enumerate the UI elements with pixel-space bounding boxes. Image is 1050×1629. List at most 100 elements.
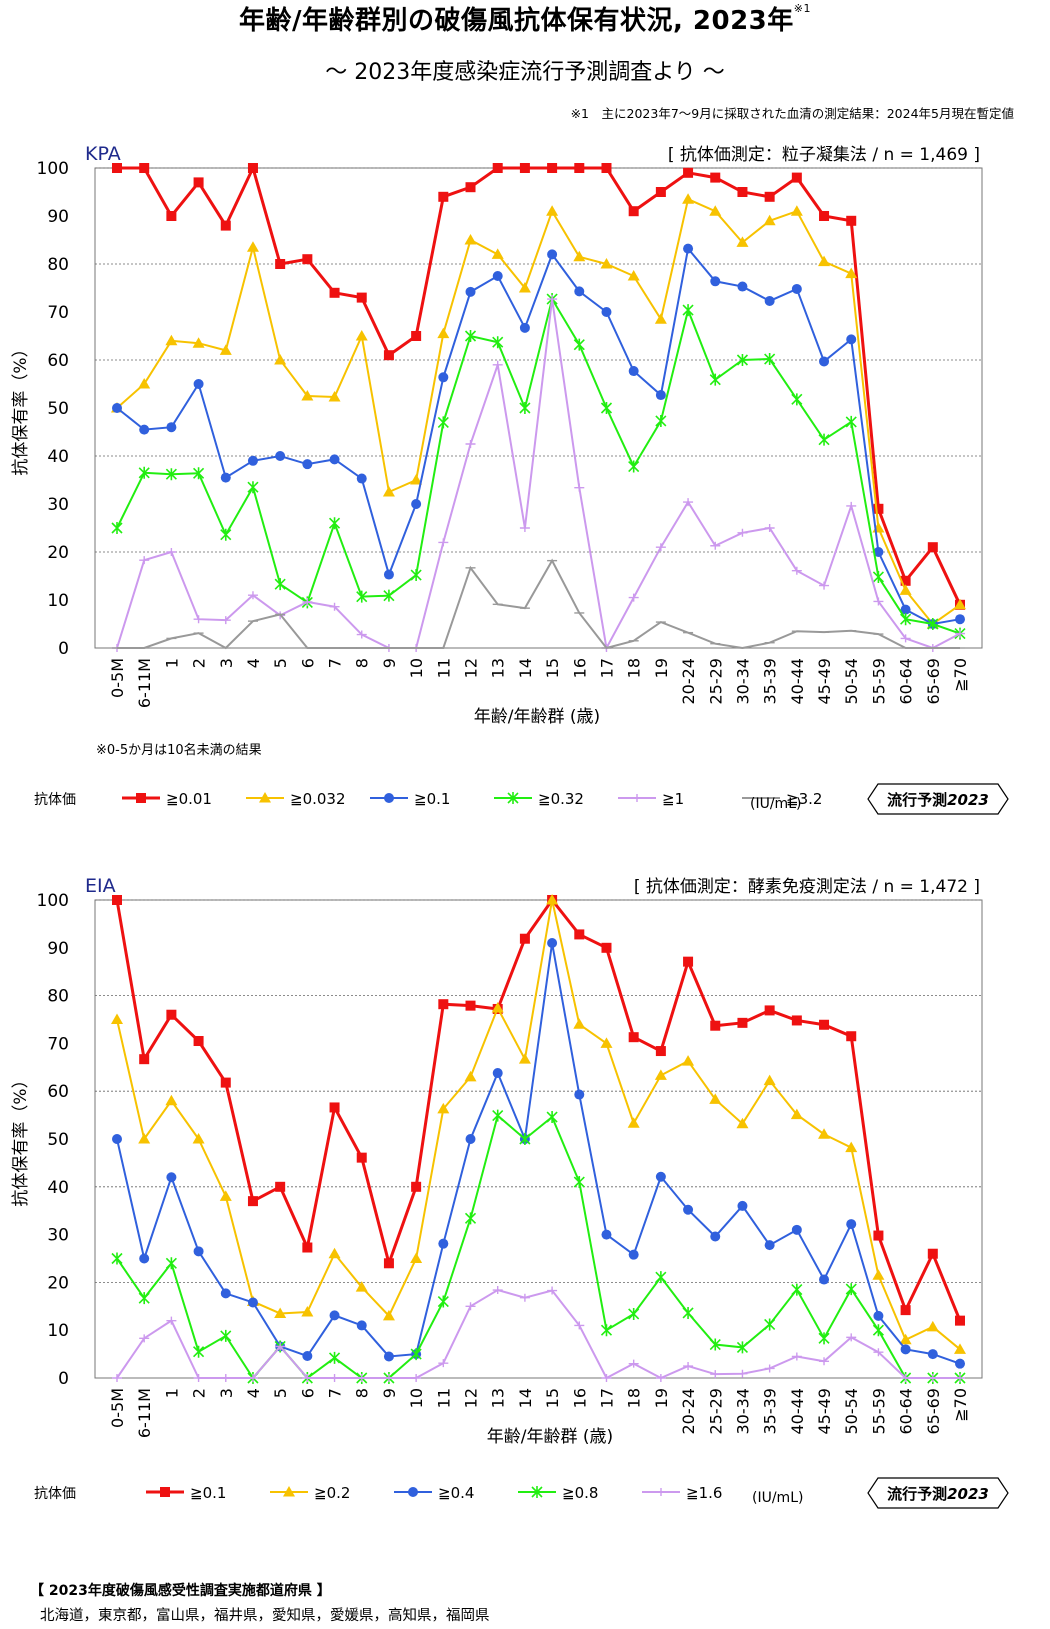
- x-tick-label: 30-34: [733, 1388, 752, 1435]
- method-label: [ 抗体価測定：酵素免疫測定法 / n = 1,472 ]: [634, 877, 980, 897]
- main-title: 年齢/年齢群別の破傷風抗体保有状況, 2023年※1: [238, 2, 811, 36]
- legend-marker: [283, 1486, 295, 1497]
- badge-label: 流行予測: [887, 791, 947, 809]
- data-point: [654, 313, 667, 324]
- data-point: [437, 327, 450, 339]
- data-point: [329, 602, 340, 611]
- data-point: [709, 205, 722, 216]
- data-point: [465, 182, 476, 193]
- data-point: [383, 350, 394, 361]
- data-point: [220, 220, 231, 231]
- x-tick-label: 11: [434, 658, 453, 678]
- data-point: [383, 1374, 394, 1382]
- y-tick-label: 30: [47, 1226, 69, 1246]
- data-point: [574, 1089, 585, 1100]
- data-point: [601, 163, 612, 173]
- y-tick-label: 30: [47, 495, 69, 515]
- method-label: [ 抗体価測定：粒子凝集法 / n = 1,469 ]: [668, 145, 980, 165]
- data-point: [193, 177, 204, 188]
- x-tick-label: 2: [190, 658, 209, 668]
- data-point: [165, 1094, 178, 1106]
- data-point: [846, 1219, 857, 1230]
- legend-item: ≧0.32: [494, 790, 584, 808]
- data-point: [382, 1309, 395, 1321]
- data-point: [900, 1305, 911, 1316]
- x-tick-label: 60-64: [897, 658, 916, 705]
- data-point: [492, 360, 503, 369]
- data-point: [683, 956, 694, 967]
- data-point: [601, 942, 612, 953]
- y-tick-label: 100: [37, 159, 69, 179]
- data-point: [846, 501, 857, 510]
- data-point: [764, 1005, 775, 1016]
- x-axis-label: 年齢/年齢群 (歳): [487, 1427, 613, 1447]
- data-point: [709, 1338, 721, 1351]
- data-point: [166, 422, 177, 433]
- data-point: [302, 1351, 313, 1362]
- data-point: [709, 373, 721, 386]
- data-point: [275, 1181, 286, 1192]
- data-point: [709, 1093, 722, 1104]
- y-tick-label: 100: [37, 891, 69, 911]
- data-point: [790, 205, 803, 216]
- sampling-footnote: ※1 主に2023年7〜9月に採取された血清の測定結果：2024年5月現在暫定値: [570, 106, 1014, 121]
- data-point: [438, 1238, 449, 1249]
- data-point: [818, 1128, 831, 1139]
- data-point: [111, 522, 123, 534]
- badge-frame: [867, 783, 1009, 815]
- legend-title: 抗体価: [34, 1486, 76, 1502]
- data-point: [547, 295, 558, 304]
- series-3: [112, 938, 965, 1369]
- data-point: [139, 424, 150, 435]
- data-point: [791, 172, 802, 183]
- data-point: [356, 590, 368, 603]
- data-point: [873, 1230, 884, 1241]
- data-point: [764, 353, 776, 366]
- x-tick-label: 2: [190, 1388, 209, 1398]
- survey-prefectures-list: 北海道，東京都，富山県，福井県，愛知県，愛媛県，高知県，福岡県: [40, 1608, 490, 1624]
- data-point: [438, 191, 449, 202]
- data-point: [682, 304, 694, 317]
- x-tick-label: 35-39: [761, 658, 780, 705]
- data-point: [112, 895, 122, 905]
- data-point: [220, 1288, 231, 1299]
- x-tick-label: 16: [570, 1388, 589, 1408]
- data-point: [873, 547, 884, 557]
- data-point: [736, 1117, 749, 1129]
- data-point: [220, 1077, 231, 1088]
- data-point: [600, 258, 613, 269]
- data-point: [927, 1349, 938, 1360]
- plot-frame: [94, 899, 983, 1379]
- legend-marker: [632, 794, 642, 802]
- data-point: [139, 1054, 150, 1065]
- data-point: [710, 276, 721, 287]
- legend-unit: (IU/mL): [750, 796, 801, 812]
- data-point: [845, 1283, 857, 1296]
- legend-item: ≧0.032: [246, 790, 346, 808]
- x-tick-label: 3: [217, 1388, 236, 1398]
- y-tick-label: 80: [47, 255, 69, 275]
- data-point: [574, 163, 585, 173]
- data-point: [112, 1374, 122, 1382]
- data-point: [900, 604, 911, 615]
- series-line: [115, 897, 962, 1322]
- y-tick-label: 60: [47, 1082, 69, 1102]
- data-point: [791, 566, 802, 575]
- data-point: [899, 584, 912, 595]
- data-point: [165, 334, 178, 346]
- data-point: [437, 1102, 450, 1114]
- chart-label: KPA: [85, 143, 121, 165]
- survey-prefectures-heading: 【 2023年度破傷風感受性調査実施都道府県 】: [30, 1583, 331, 1599]
- data-point: [655, 187, 666, 197]
- data-point: [328, 1351, 341, 1364]
- legend-label: ≧0.2: [314, 1484, 350, 1502]
- data-point: [845, 1141, 858, 1153]
- data-point: [955, 1374, 965, 1382]
- x-tick-label: 9: [380, 1388, 399, 1398]
- data-point: [872, 1324, 884, 1337]
- data-point: [519, 1133, 531, 1145]
- series-5: [112, 1286, 965, 1382]
- data-point: [166, 1172, 177, 1183]
- data-point: [111, 1013, 123, 1024]
- data-point: [710, 172, 721, 183]
